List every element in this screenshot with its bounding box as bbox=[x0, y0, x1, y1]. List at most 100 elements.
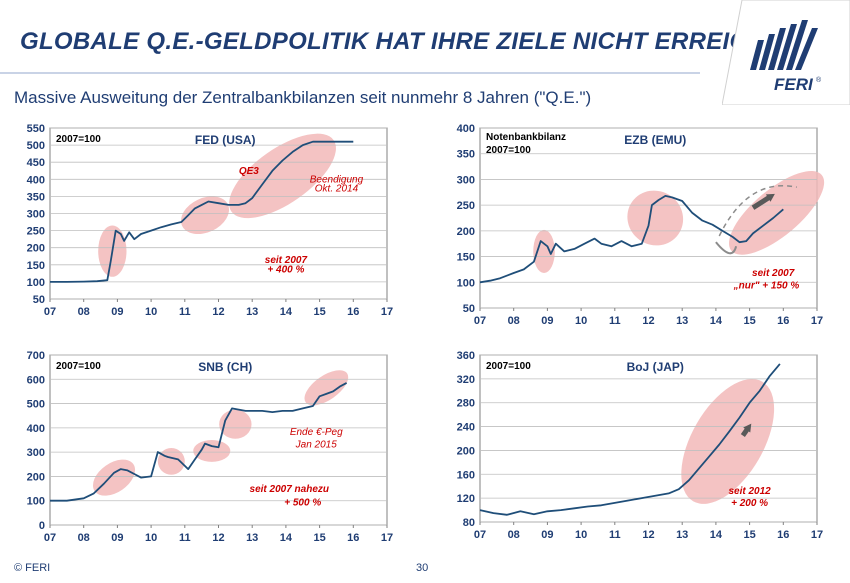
chart-ezb-emu: 50 100 150 200 250 300 350 400 07 08 09 10 11 12 13 14 1… bbox=[457, 123, 825, 327]
y-tick-label: 360 bbox=[457, 350, 475, 362]
x-tick-label: 11 bbox=[609, 529, 621, 541]
y-tick-label: 50 bbox=[463, 303, 475, 315]
feri-logo: FERI ® bbox=[722, 0, 850, 105]
x-tick-label: 15 bbox=[313, 306, 325, 318]
x-tick-label: 11 bbox=[179, 532, 191, 544]
y-tick-label: 500 bbox=[27, 399, 45, 411]
y-tick-label: 200 bbox=[27, 243, 45, 255]
annotation-text: + 200 % bbox=[731, 498, 768, 509]
x-tick-label: 17 bbox=[811, 529, 823, 541]
y-tick-label: 280 bbox=[457, 398, 475, 410]
copyright: © FERI bbox=[14, 562, 51, 574]
y-tick-label: 300 bbox=[27, 209, 45, 221]
x-tick-label: 12 bbox=[642, 529, 654, 541]
x-tick-label: 08 bbox=[78, 532, 90, 544]
series-line bbox=[479, 195, 784, 284]
highlight-ellipse bbox=[181, 196, 230, 235]
y-tick-label: 100 bbox=[457, 277, 475, 289]
y-tick-label: 300 bbox=[27, 447, 45, 459]
x-tick-label: 09 bbox=[111, 306, 123, 318]
x-tick-label: 17 bbox=[811, 315, 823, 327]
y-tick-label: 200 bbox=[27, 471, 45, 483]
annotation-text: Beendigung bbox=[310, 175, 364, 186]
y-tick-label: 80 bbox=[463, 517, 475, 529]
x-tick-label: 10 bbox=[145, 532, 157, 544]
y-tick-label: 100 bbox=[27, 496, 45, 508]
series-line bbox=[479, 363, 781, 516]
y-tick-label: 500 bbox=[27, 140, 45, 152]
annotation-text: + 400 % bbox=[267, 264, 304, 275]
y-tick-label: 200 bbox=[457, 226, 475, 238]
highlight-ellipse bbox=[681, 379, 775, 504]
x-tick-label: 08 bbox=[78, 306, 90, 318]
x-tick-label: 11 bbox=[179, 306, 191, 318]
x-tick-label: 07 bbox=[474, 529, 486, 541]
x-tick-label: 16 bbox=[777, 315, 789, 327]
x-tick-label: 08 bbox=[508, 315, 520, 327]
x-tick-label: 09 bbox=[111, 532, 123, 544]
trend-arrow-head bbox=[743, 423, 752, 433]
highlight-ellipse bbox=[193, 440, 231, 462]
annotation-text: Jan 2015 bbox=[295, 439, 338, 450]
y-tick-label: 700 bbox=[27, 350, 45, 362]
x-tick-label: 08 bbox=[508, 529, 520, 541]
y-tick-label: 0 bbox=[39, 520, 45, 532]
base-label: 2007=100 bbox=[56, 134, 101, 145]
x-tick-label: 14 bbox=[280, 306, 293, 318]
x-tick-label: 14 bbox=[710, 315, 723, 327]
annotation-text: seit 2007 nahezu bbox=[250, 484, 329, 495]
x-tick-label: 14 bbox=[280, 532, 293, 544]
annotation-text: + 500 % bbox=[284, 498, 321, 509]
y-tick-label: 350 bbox=[27, 191, 45, 203]
x-tick-label: 15 bbox=[743, 529, 755, 541]
x-tick-label: 15 bbox=[743, 315, 755, 327]
chart-snb-ch: 0 100 200 300 400 500 600 700 07 08 09 10 11 12 13 14 15… bbox=[27, 350, 393, 544]
annotation-text: Okt. 2014 bbox=[315, 183, 359, 194]
chart-boj-jap: 80 120 160 200 240 280 320 360 07 08 09 10 11 12 13 14 1… bbox=[457, 350, 823, 541]
highlight-ellipse bbox=[92, 459, 136, 496]
base-label: 2007=100 bbox=[486, 145, 531, 156]
x-tick-label: 12 bbox=[212, 532, 224, 544]
y-tick-label: 600 bbox=[27, 374, 45, 386]
x-tick-label: 07 bbox=[44, 532, 56, 544]
logo-text: FERI bbox=[774, 75, 814, 94]
series-line bbox=[50, 382, 348, 502]
annotation-text: seit 2007 bbox=[265, 255, 308, 266]
y-tick-label: 550 bbox=[27, 123, 45, 135]
x-tick-label: 12 bbox=[642, 315, 654, 327]
x-tick-label: 10 bbox=[145, 306, 157, 318]
y-tick-label: 200 bbox=[457, 445, 475, 457]
page-subtitle: Massive Ausweitung der Zentralbankbilanz… bbox=[14, 88, 592, 107]
chart-title: SNB (CH) bbox=[198, 360, 252, 374]
trend-arrow-head bbox=[765, 193, 775, 202]
y-tick-label: 320 bbox=[457, 374, 475, 386]
x-tick-label: 15 bbox=[313, 532, 325, 544]
highlight-ellipse bbox=[229, 133, 336, 219]
y-tick-label: 250 bbox=[457, 200, 475, 212]
y-tick-label: 120 bbox=[457, 493, 475, 505]
svg-text:®: ® bbox=[816, 76, 822, 84]
highlight-ellipse bbox=[627, 190, 684, 246]
x-tick-label: 09 bbox=[541, 529, 553, 541]
series-line bbox=[50, 140, 354, 283]
title-divider bbox=[0, 72, 700, 74]
x-tick-label: 13 bbox=[676, 529, 688, 541]
annotation-text: Ende €-Peg bbox=[290, 427, 343, 438]
y-tick-label: 450 bbox=[27, 157, 45, 169]
base-label: 2007=100 bbox=[56, 361, 101, 372]
x-tick-label: 13 bbox=[676, 315, 688, 327]
page-number: 30 bbox=[416, 562, 429, 574]
y-tick-label: 400 bbox=[457, 123, 475, 135]
base-label: 2007=100 bbox=[486, 361, 531, 372]
annotation-text: QE3 bbox=[239, 166, 259, 177]
y-tick-label: 400 bbox=[27, 174, 45, 186]
chart-title: BoJ (JAP) bbox=[627, 360, 684, 374]
y-tick-label: 240 bbox=[457, 422, 475, 434]
y-tick-label: 100 bbox=[27, 277, 45, 289]
highlight-ellipse bbox=[157, 448, 185, 475]
y-tick-label: 250 bbox=[27, 226, 45, 238]
y-tick-label: 150 bbox=[27, 260, 45, 272]
y-tick-label: 300 bbox=[457, 174, 475, 186]
y-tick-label: 150 bbox=[457, 252, 475, 264]
y-tick-label: 50 bbox=[33, 294, 45, 306]
